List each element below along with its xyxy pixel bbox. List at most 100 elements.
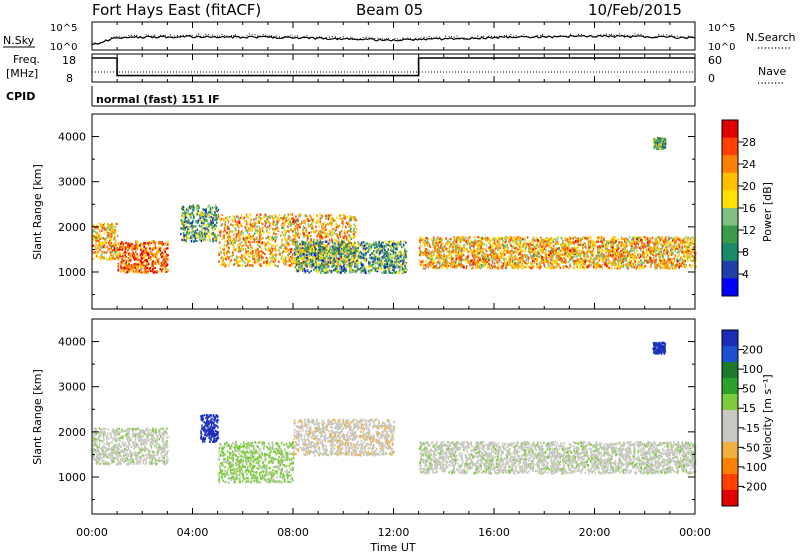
data-cell — [368, 260, 370, 264]
data-cell — [287, 260, 289, 263]
data-cell — [229, 242, 232, 245]
data-cell — [98, 236, 101, 239]
data-cell — [183, 218, 185, 221]
data-cell — [394, 255, 397, 258]
data-cell — [119, 255, 121, 258]
data-cell — [333, 257, 335, 260]
data-cell — [348, 262, 351, 265]
data-cell — [312, 247, 315, 250]
data-cell — [221, 238, 224, 241]
data-cell — [486, 236, 489, 239]
data-cell — [253, 255, 256, 258]
data-cell — [492, 241, 494, 245]
data-cell — [210, 218, 213, 221]
data-cell — [610, 237, 613, 240]
data-cell — [189, 236, 192, 239]
data-cell — [98, 222, 101, 225]
data-cell — [327, 217, 330, 220]
data-cell — [356, 259, 358, 262]
data-cell — [638, 239, 641, 242]
data-cell — [688, 263, 691, 267]
data-cell — [264, 253, 266, 256]
data-cell — [662, 256, 665, 259]
data-cell — [540, 265, 543, 268]
data-cell — [140, 256, 143, 259]
data-cell — [344, 215, 347, 218]
data-cell — [127, 248, 130, 251]
data-cell — [92, 233, 95, 236]
data-cell — [298, 214, 300, 217]
data-cell — [391, 262, 393, 265]
data-cell — [271, 249, 274, 252]
data-cell — [295, 248, 298, 251]
data-cell — [235, 255, 238, 258]
data-cell — [250, 226, 252, 229]
data-cell — [110, 229, 112, 232]
data-cell — [281, 217, 283, 220]
data-cell — [275, 216, 278, 219]
data-cell — [593, 257, 595, 260]
data-cell — [129, 269, 132, 272]
data-cell — [196, 207, 198, 210]
data-cell — [294, 234, 297, 237]
data-cell — [135, 265, 138, 268]
data-cell — [647, 240, 650, 243]
data-cell — [130, 246, 133, 249]
data-cell — [251, 261, 254, 264]
data-cell — [149, 269, 152, 272]
data-cell — [639, 236, 642, 239]
data-cell — [381, 263, 384, 266]
data-cell — [274, 264, 277, 267]
data-cell — [379, 251, 382, 255]
data-cell — [531, 250, 534, 253]
data-cell — [108, 242, 110, 245]
data-cell — [138, 269, 140, 272]
data-cell — [340, 229, 343, 232]
data-cell — [332, 247, 335, 250]
data-cell — [258, 229, 261, 232]
data-cell — [256, 254, 259, 258]
data-cell — [683, 237, 685, 240]
data-cell — [191, 211, 193, 214]
data-cell — [610, 254, 612, 257]
data-cell — [92, 230, 94, 233]
data-cell — [570, 254, 572, 257]
data-cell — [495, 252, 497, 255]
data-cell — [127, 245, 129, 248]
data-cell — [273, 229, 275, 232]
data-cell — [111, 245, 113, 248]
data-cell — [543, 265, 546, 268]
data-cell — [373, 241, 375, 244]
data-cell — [266, 237, 268, 240]
data-cell — [286, 247, 288, 250]
data-cell — [212, 217, 214, 220]
data-cell — [357, 246, 359, 250]
data-cell — [550, 246, 552, 249]
data-cell — [156, 271, 158, 274]
data-cell — [470, 239, 472, 243]
data-cell — [358, 251, 360, 254]
data-cell — [661, 253, 663, 256]
data-cell — [513, 247, 516, 250]
data-cell — [314, 251, 316, 254]
data-cell — [295, 219, 298, 222]
data-cell — [313, 268, 315, 271]
data-cell — [372, 252, 374, 255]
data-cell — [313, 238, 315, 241]
data-cell — [164, 270, 166, 274]
data-cell — [375, 251, 378, 254]
data-cell — [531, 255, 533, 258]
data-cell — [645, 238, 647, 241]
data-cell — [402, 270, 404, 274]
data-cell — [385, 262, 388, 265]
data-cell — [94, 238, 97, 241]
data-cell — [344, 268, 347, 271]
data-cell — [239, 231, 241, 234]
data-cell — [260, 213, 262, 216]
data-cell — [107, 234, 110, 237]
data-cell — [200, 215, 203, 218]
data-cell — [301, 266, 304, 269]
data-cell — [202, 239, 205, 242]
data-cell — [322, 223, 324, 226]
data-cell — [293, 223, 295, 226]
